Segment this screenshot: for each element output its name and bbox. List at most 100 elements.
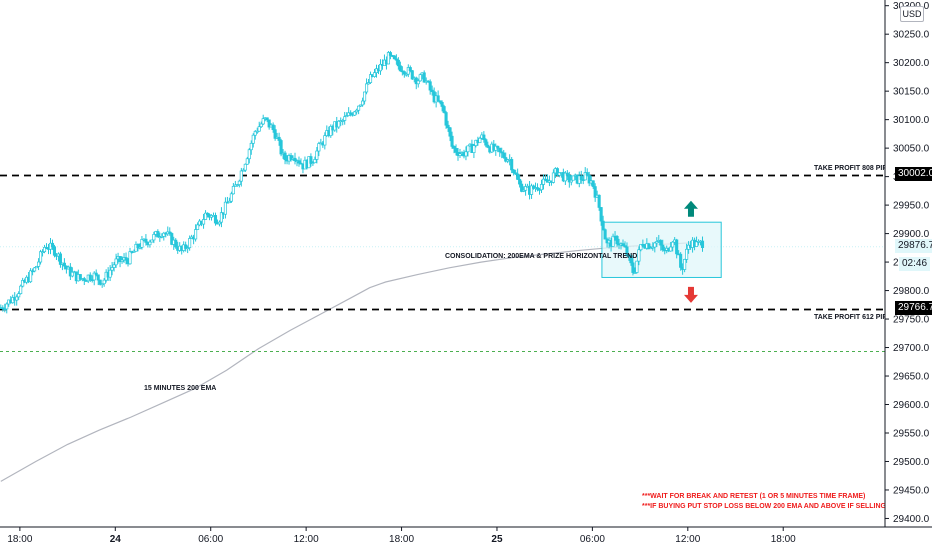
candle-body [621,243,625,247]
candle-body [531,185,536,189]
candle-body [359,104,363,107]
candle-body [58,253,62,265]
candle-body [343,116,347,121]
candle-body [265,117,269,121]
candle-body [289,155,293,160]
x-tick-label: 24 [110,534,122,545]
candle-body [255,130,259,133]
candle-body [633,272,637,274]
arrow-up-icon [683,200,698,217]
candle-body [388,52,392,56]
candle-body [535,187,540,190]
candle-body [647,243,651,250]
candle-body [349,112,353,115]
candle-body [82,278,86,281]
candle-body [436,95,440,102]
candle-body [118,256,122,262]
candle-body [472,145,476,153]
ema-label: 15 MINUTES 200 EMA [144,385,216,392]
candle-body [132,250,136,253]
candle-body [651,246,655,249]
candle-body [430,89,434,93]
candle-body [372,72,377,77]
candle-body [625,246,629,256]
candle-body [484,139,488,146]
candle-body [378,64,383,72]
candle-body [223,201,227,215]
candle-body [615,236,619,245]
candle-body [593,186,597,198]
candle-body [62,262,66,267]
candle-body [444,112,448,126]
y-tick-label: 30250.0 [893,30,930,41]
chart-annotations: TAKE PROFIT 808 PIPS TAKE PROFIT 612 PIP… [144,165,892,510]
candle-body [396,59,400,67]
candle-body [271,124,275,130]
candle-body [188,238,192,249]
candle-body [203,212,208,220]
candle-body [42,247,47,253]
currency-badge[interactable]: USD [900,6,924,22]
candle-body [524,186,528,191]
candle-body [102,279,106,285]
candle-countdown: 02:46 [899,257,931,271]
candle-body [683,259,687,270]
candle-body [21,280,25,287]
candle-body [655,241,659,244]
candle-body [355,109,359,113]
candle-body [585,172,589,176]
candle-body [245,158,249,165]
candle-body [37,261,41,267]
candle-body [520,183,524,192]
candle-body [679,253,683,268]
candle-body [168,231,172,234]
candle-body [100,283,104,286]
candle-body [1,307,5,310]
candle-body [641,244,645,247]
candle-body [637,249,641,262]
candle-body [571,175,575,181]
candle-body [567,174,571,183]
candle-body [311,162,315,165]
candle-body [498,147,502,153]
y-tick-label: 29750.0 [893,315,930,326]
candle-body [329,125,333,137]
candle-body [50,242,55,248]
y-tick-label: 29450.0 [893,485,930,496]
candle-body [52,246,57,256]
candle-body [235,184,239,186]
candle-body [337,120,341,128]
candle-body [229,193,233,202]
candle-body [661,244,665,251]
candle-body [502,152,506,158]
candle-body [361,100,365,106]
candle-body [601,220,605,231]
candle-body [557,172,561,176]
candle-body [98,279,102,285]
candle-body [466,145,470,153]
candle-body [631,262,635,273]
candle-body [541,178,546,185]
candle-body [496,145,500,149]
candle-body [591,180,595,187]
candle-body [597,194,601,208]
candle-body [309,156,313,164]
time-axis[interactable]: 18:00 24 06:00 12:00 18:00 25 06:00 12:00 18:00 [7,527,796,545]
candle-body [5,303,9,310]
candle-body [279,140,283,155]
candle-body [394,58,398,61]
candle-body [70,271,74,277]
candle-body [518,179,522,185]
candle-body [150,239,154,243]
candle-body [603,229,607,240]
y-tick-label: 29950.0 [893,201,930,212]
candle-body [530,185,534,195]
x-tick-label: 25 [491,534,503,545]
candle-body [450,135,454,147]
candle-body [446,124,450,129]
candle-body [205,212,210,216]
candle-body [136,243,140,248]
candle-body [504,157,508,162]
take-profit-upper-label: TAKE PROFIT 808 PIPS [814,165,892,172]
